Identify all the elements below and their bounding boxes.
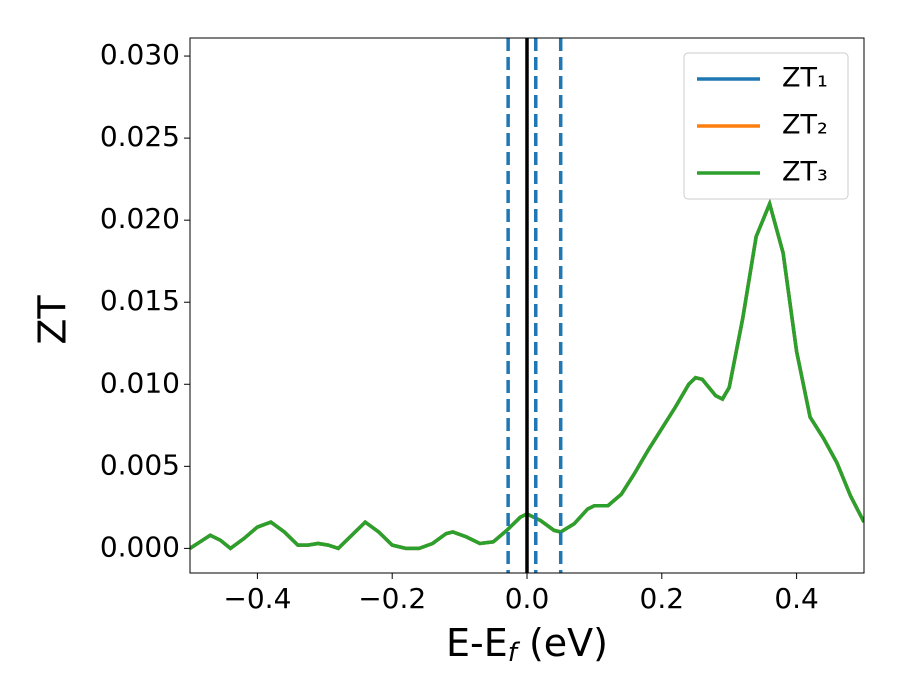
x-label-main: E-E — [446, 621, 508, 665]
y-tick-label: 0.010 — [100, 366, 180, 399]
y-tick-label: 0.005 — [100, 448, 180, 481]
y-tick-label: 0.030 — [100, 38, 180, 71]
x-tick-label: −0.2 — [358, 582, 426, 615]
y-tick-label: 0.020 — [100, 202, 180, 235]
y-axis-label: ZT — [31, 295, 75, 345]
x-tick-label: 0.0 — [505, 582, 550, 615]
legend-label: ZT₂ — [782, 110, 828, 141]
plot-frame — [189, 37, 865, 574]
y-tick-label: 0.000 — [100, 530, 180, 563]
plot-area — [190, 38, 864, 573]
legend-label: ZT₁ — [782, 63, 828, 94]
legend-box — [683, 52, 849, 200]
y-tick-label: 0.015 — [100, 284, 180, 317]
x-label-rest: (eV) — [517, 621, 608, 665]
x-tick-label: 0.4 — [774, 582, 819, 615]
x-axis-label: E-Ef (eV) — [446, 621, 608, 668]
x-tick-label: −0.4 — [223, 582, 291, 615]
x-tick-label: 0.2 — [640, 582, 685, 615]
legend-label: ZT₃ — [782, 157, 828, 188]
y-tick-label: 0.025 — [100, 120, 180, 153]
